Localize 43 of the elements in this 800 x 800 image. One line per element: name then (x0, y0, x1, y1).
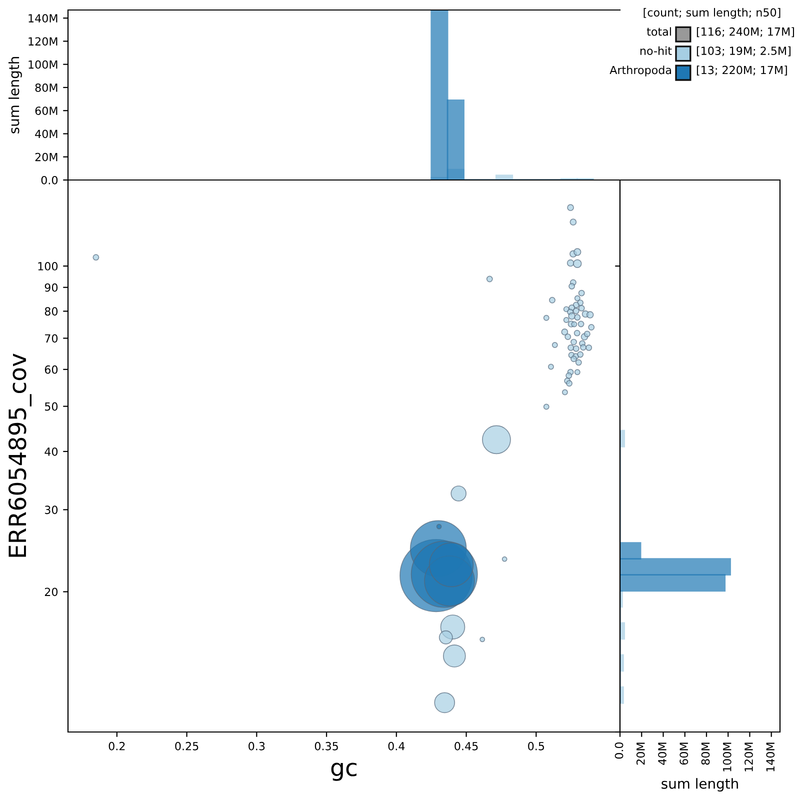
y-tick-label: 90 (44, 283, 58, 292)
y-tick-label: 100 (38, 262, 58, 270)
x-tick-label: 60M (680, 742, 688, 765)
text: [13; 220M; 17M] (696, 66, 787, 76)
x-axis-title: gc (331, 762, 357, 781)
legend-label: no-hit (640, 46, 672, 55)
y-tick-label: 80 (44, 307, 58, 316)
x-axis-title: sum length (662, 778, 738, 792)
x-tick-label: 140M (766, 742, 775, 772)
y-tick-label: 70 (45, 334, 58, 343)
x-tick-label: 0.35 (314, 742, 338, 750)
y-tick-label: 40M (35, 130, 58, 138)
x-tick-label: 120M (744, 742, 753, 772)
text: [116; 240M; 17M] (696, 27, 794, 38)
x-tick-label: 0.3 (248, 742, 265, 750)
legend-label: total (646, 27, 671, 36)
x-tick-label: 0.45 (454, 742, 478, 750)
x-tick-label: 0.25 (175, 742, 198, 750)
y-tick-label: 20 (44, 588, 58, 596)
y-tick-label: 50 (44, 402, 58, 411)
y-tick-label: 120M (28, 37, 58, 46)
y-tick-label: 80M (35, 83, 58, 92)
x-tick-label: 0.2 (108, 742, 125, 750)
x-tick-label: 80M (701, 742, 710, 765)
x-tick-label: 40M (658, 742, 666, 765)
y-tick-label: 30 (44, 506, 58, 514)
y-tick-label: 40 (44, 447, 58, 456)
x-tick-label: 100M (722, 742, 732, 772)
y-tick-label: 140M (28, 14, 58, 22)
y-tick-label: 20M (35, 152, 58, 162)
y-tick-label: 60 (44, 365, 58, 374)
text: [103; 19M; 2.5M] (696, 46, 790, 56)
y-axis-title: ERR6054895_cov (8, 354, 32, 557)
x-tick-label: 0.4 (388, 742, 405, 750)
x-tick-label: 20M (636, 742, 645, 765)
y-tick-label: 0.0 (41, 176, 58, 184)
y-tick-label: 60M (35, 106, 58, 115)
x-tick-label: 0.0 (614, 742, 624, 759)
x-tick-label: 0.5 (528, 742, 544, 750)
y-axis-title: sum length (8, 57, 22, 134)
y-tick-label: 100M (28, 60, 58, 69)
legend-label: Arthropoda (610, 66, 671, 76)
legend-title: [count; sum length; n50] (644, 8, 780, 19)
